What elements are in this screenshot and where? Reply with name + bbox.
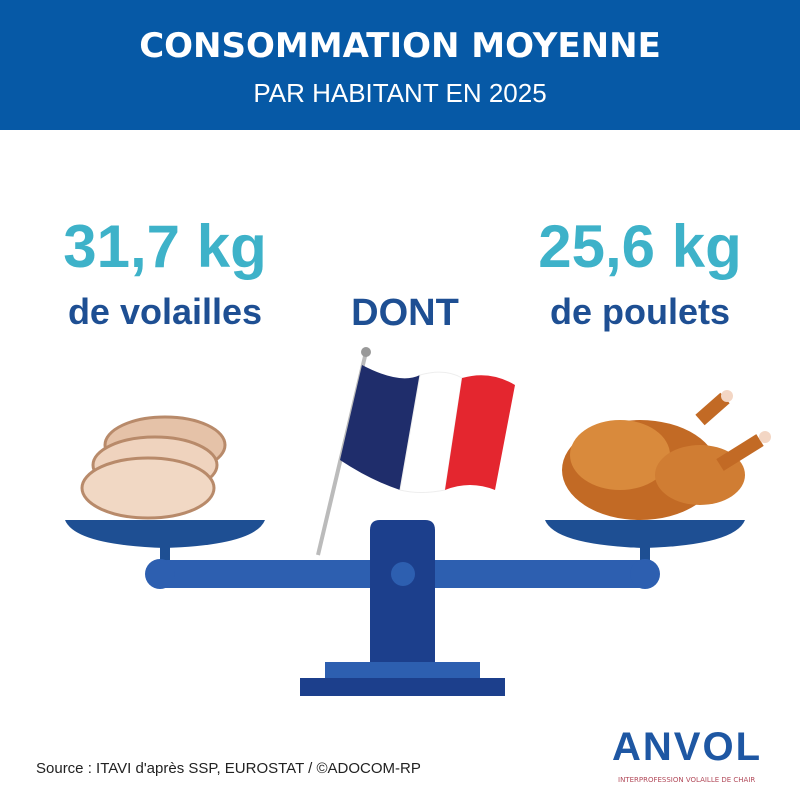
french-flag-icon (316, 347, 515, 556)
left-label: de volailles (67, 291, 263, 332)
page-title: CONSOMMATION MOYENNE (139, 26, 661, 66)
right-value: 25,6 kg (538, 213, 742, 280)
header-banner: CONSOMMATION MOYENNE PAR HABITANT EN 202… (0, 0, 800, 130)
source-caption: Source : ITAVI d'après SSP, EUROSTAT / ©… (36, 760, 421, 777)
sliced-poultry-icon (80, 415, 227, 520)
logo-wordmark: ANVOL (612, 725, 762, 769)
anvol-logo: ANVOL INTERPROFESSION VOLAILLE DE CHAIR (600, 722, 780, 788)
left-value: 31,7 kg (63, 213, 267, 280)
page-subtitle: PAR HABITANT EN 2025 (253, 78, 547, 108)
logo-tagline: INTERPROFESSION VOLAILLE DE CHAIR (618, 776, 756, 784)
roast-chicken-icon (562, 390, 771, 520)
right-label: de poulets (549, 291, 731, 332)
middle-label: DONT (351, 292, 459, 334)
